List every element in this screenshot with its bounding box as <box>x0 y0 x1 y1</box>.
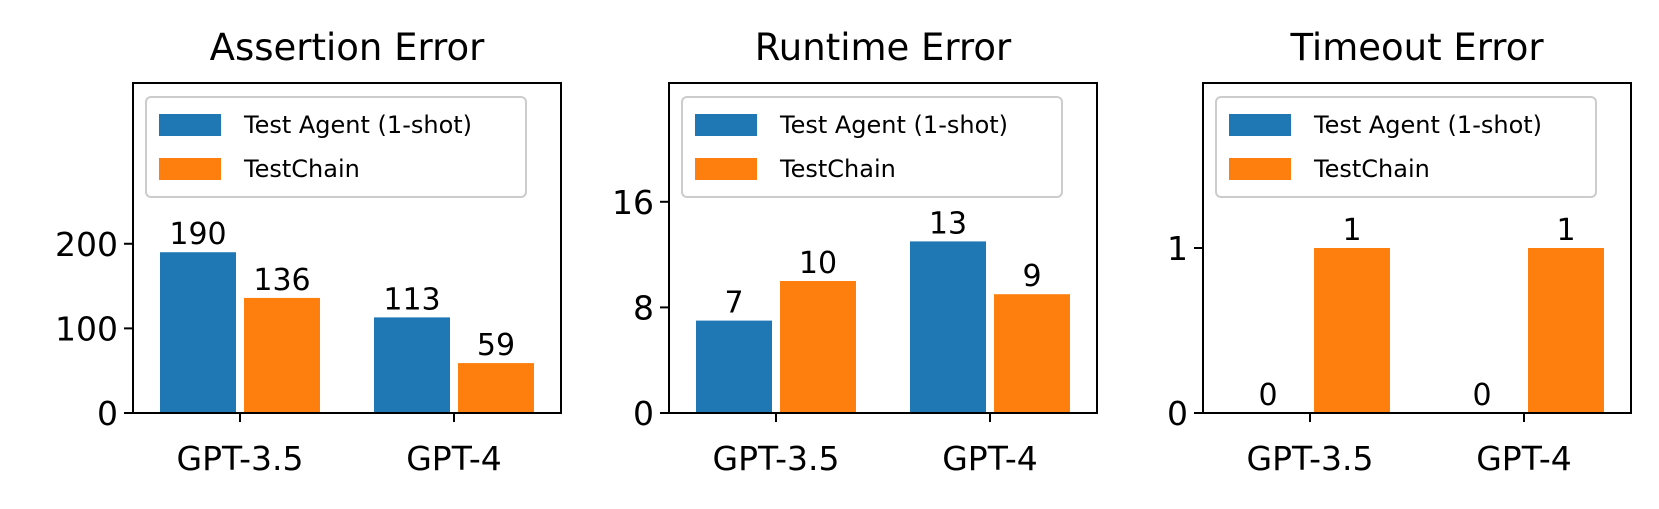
bar-test-agent-2 <box>374 317 450 413</box>
x-tick-label: GPT-4 <box>1476 439 1572 478</box>
legend-swatch-1 <box>159 114 221 136</box>
legend-box <box>1215 96 1597 198</box>
legend-label-1: Test Agent (1-shot) <box>779 111 1008 139</box>
data-label: 9 <box>1022 259 1041 294</box>
plot-frame <box>132 82 562 414</box>
y-tick-label: 1 <box>1167 229 1188 268</box>
plot-frame <box>1202 82 1632 414</box>
y-tick-label: 0 <box>633 394 654 433</box>
legend-swatch-2 <box>159 158 221 180</box>
data-label: 190 <box>169 217 226 252</box>
legend-swatch-1 <box>1229 114 1291 136</box>
data-label: 136 <box>253 263 310 298</box>
data-label: 10 <box>799 246 837 281</box>
x-tick-label: GPT-3.5 <box>177 439 304 478</box>
legend-swatch-2 <box>1229 158 1291 180</box>
data-label: 113 <box>383 282 440 317</box>
x-tick-label: GPT-3.5 <box>713 439 840 478</box>
chart-panel-3: Timeout Error 0 0 1 1 0 1 GPT-3.5 GPT-4 Test Agen… <box>1167 26 1632 478</box>
bar-testchain-1 <box>780 281 856 413</box>
bar-test-agent-1 <box>696 320 772 413</box>
legend-label-2: TestChain <box>243 155 360 183</box>
legend-label-1: Test Agent (1-shot) <box>1313 111 1542 139</box>
legend-label-2: TestChain <box>1313 155 1430 183</box>
x-tick-label: GPT-4 <box>406 439 502 478</box>
data-label: 0 <box>1472 378 1491 413</box>
chart-title: Runtime Error <box>755 26 1012 69</box>
legend-box <box>145 96 527 198</box>
y-tick-label: 100 <box>55 309 118 348</box>
data-label: 1 <box>1556 213 1575 248</box>
y-tick-label: 200 <box>55 225 118 264</box>
y-tick-label: 8 <box>633 288 654 327</box>
data-label: 13 <box>929 206 967 241</box>
y-tick-label: 0 <box>1167 394 1188 433</box>
legend: Test Agent (1-shot) TestChain <box>1215 96 1597 198</box>
bar-test-agent-1 <box>160 252 236 413</box>
legend-label-1: Test Agent (1-shot) <box>243 111 472 139</box>
legend-box <box>681 96 1063 198</box>
bar-testchain-2 <box>1528 248 1604 413</box>
data-label: 59 <box>477 328 515 363</box>
bar-testchain-2 <box>994 294 1070 413</box>
chart-panel-2: Runtime Error 7 13 10 9 0 8 16 GPT-3.5 GPT-4 Test … <box>612 26 1098 478</box>
legend-label-2: TestChain <box>779 155 896 183</box>
chart-title: Assertion Error <box>210 26 485 69</box>
bar-testchain-2 <box>458 363 534 413</box>
x-tick-label: GPT-3.5 <box>1247 439 1374 478</box>
bar-testchain-1 <box>1314 248 1390 413</box>
y-tick-label: 16 <box>612 183 654 222</box>
legend-swatch-1 <box>695 114 757 136</box>
x-tick-label: GPT-4 <box>942 439 1038 478</box>
bar-test-agent-2 <box>910 241 986 413</box>
legend: Test Agent (1-shot) TestChain <box>145 96 527 198</box>
bar-testchain-1 <box>244 297 320 413</box>
data-label: 0 <box>1258 378 1277 413</box>
legend: Test Agent (1-shot) TestChain <box>681 96 1063 198</box>
y-tick-label: 0 <box>97 394 118 433</box>
plot-frame <box>668 82 1098 414</box>
legend-swatch-2 <box>695 158 757 180</box>
chart-panel-1: Assertion Error 190 113 136 59 0 100 200 GPT-3.5… <box>55 26 562 478</box>
data-label: 7 <box>724 286 743 321</box>
chart-title: Timeout Error <box>1289 26 1544 69</box>
data-label: 1 <box>1342 213 1361 248</box>
